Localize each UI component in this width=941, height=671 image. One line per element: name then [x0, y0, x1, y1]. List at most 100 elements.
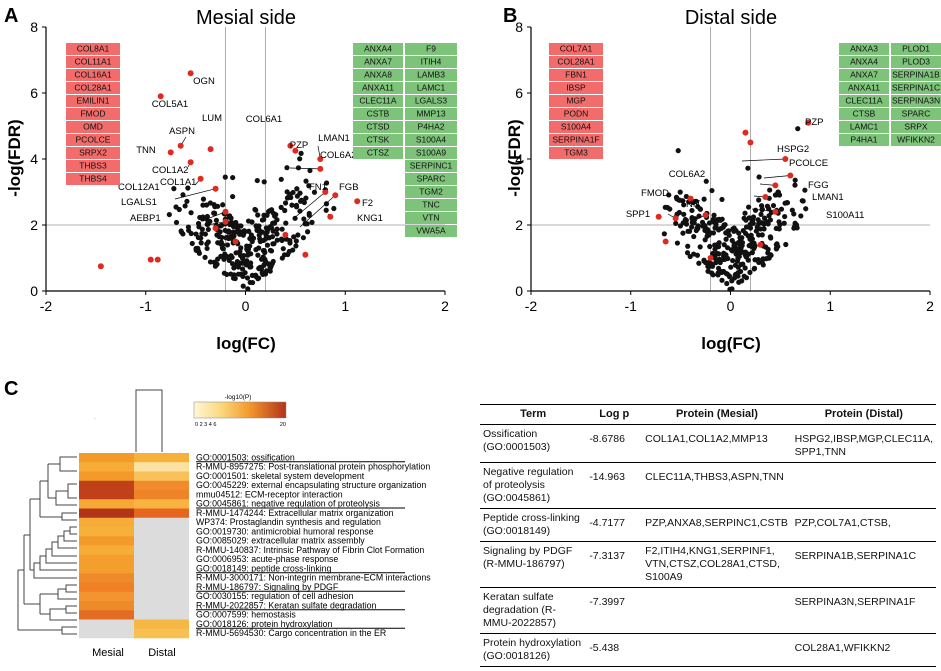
nonsig-point	[740, 249, 746, 255]
sig-point	[772, 208, 779, 215]
gene-box-label: LAMC1	[850, 122, 879, 132]
nonsig-point	[726, 228, 732, 234]
table-row: Keratan sulfate degradation (R-MMU-20228…	[480, 587, 936, 634]
nonsig-point	[257, 238, 263, 245]
nonsig-point	[740, 261, 746, 267]
nonsig-point	[294, 186, 300, 192]
y-tick-label: 4	[30, 151, 38, 167]
y-tick-label: 0	[515, 283, 523, 299]
x-tick-label: 0	[242, 298, 250, 314]
sig-point	[292, 147, 299, 154]
gene-box	[66, 134, 120, 146]
column-dendrogram	[135, 389, 163, 452]
scale-max: 20	[280, 422, 286, 428]
nonsig-point	[800, 198, 806, 204]
y-tick-label: 2	[515, 217, 523, 233]
gene-box	[66, 82, 120, 94]
nonsig-point	[200, 196, 207, 202]
nonsig-point	[249, 238, 255, 245]
leader-line	[741, 158, 786, 162]
nonsig-point	[255, 252, 261, 258]
nonsig-point	[279, 226, 285, 232]
nonsig-point	[802, 187, 808, 193]
nonsig-point	[205, 226, 211, 233]
nonsig-point	[182, 203, 188, 209]
nonsig-point	[305, 229, 311, 235]
nonsig-point	[766, 255, 772, 261]
protein-mesial-cell	[642, 633, 792, 667]
nonsig-point	[726, 274, 733, 280]
gene-box-label: EMILIN1	[76, 96, 109, 106]
nonsig-point	[713, 260, 719, 266]
gene-box	[839, 108, 889, 120]
heatmap-cell	[79, 591, 134, 602]
nonsig-point	[723, 270, 729, 277]
gene-box-label: TGM3	[564, 148, 588, 158]
gene-box-label: SERPINA1B	[892, 70, 940, 80]
small-mark: ·	[94, 416, 96, 422]
nonsig-point	[757, 220, 763, 226]
heatmap-cell	[79, 527, 134, 537]
heatmap-row-label: R-MMU-140837: Intrinsic Pathway of Fibri…	[196, 545, 424, 555]
nonsig-point	[789, 207, 795, 213]
heatmap-row-label: GO:0007599: hemostasis	[196, 610, 296, 620]
point-label: KNG1	[357, 213, 383, 224]
point-label: COL12A1	[118, 182, 160, 193]
heatmap-row-label: GO:0045229: external encapsulating struc…	[196, 480, 426, 490]
x-tick-label: 1	[341, 298, 349, 314]
nonsig-point	[681, 211, 687, 217]
heatmap-cell	[134, 508, 189, 519]
nonsig-point	[307, 167, 313, 174]
gene-box	[839, 82, 889, 94]
heatmap-cell	[134, 628, 189, 639]
leader-line	[299, 195, 336, 228]
term-cell: Protein hydroxylation (GO:0018126)	[480, 633, 587, 667]
nonsig-point	[237, 248, 243, 255]
gene-box	[405, 56, 457, 68]
nonsig-point	[269, 234, 276, 240]
nonsig-point	[767, 217, 774, 223]
term-cell: Ossification (GO:0001503)	[480, 424, 587, 463]
sig-point	[177, 142, 184, 149]
x-tick-label: 0	[727, 298, 735, 314]
nonsig-point	[782, 213, 788, 220]
point-label: LUM	[202, 113, 222, 124]
gene-box	[405, 199, 457, 211]
protein-distal-cell: COL28A1,WFIKKN2	[791, 633, 936, 667]
nonsig-point	[239, 266, 246, 272]
nonsig-point	[297, 190, 303, 196]
nonsig-point	[202, 254, 208, 260]
nonsig-point	[710, 219, 716, 225]
gene-box-label: ITIH4	[421, 57, 442, 67]
gene-box	[891, 108, 941, 120]
nonsig-point	[674, 196, 680, 202]
nonsig-point	[735, 264, 741, 270]
nonsig-point	[719, 196, 725, 203]
nonsig-point	[198, 240, 204, 246]
nonsig-point	[751, 240, 757, 246]
gene-box-label: SPARC	[417, 174, 446, 184]
gene-box-label: COL16A1	[74, 70, 112, 80]
gene-box-label: TGM2	[419, 187, 443, 197]
gene-box	[353, 95, 403, 107]
heatmap-cell	[79, 480, 134, 491]
logp-cell: -8.6786	[586, 424, 643, 463]
heatmap-row-label: R-MMU-1474244: Extracellular matrix orga…	[196, 508, 394, 518]
nonsig-point	[241, 228, 247, 234]
gene-box-label: SRPX	[904, 122, 927, 132]
x-tick-label: 1	[826, 298, 834, 314]
gene-box	[353, 82, 403, 94]
color-scale-bar	[193, 401, 287, 419]
heatmap-cell	[134, 573, 189, 583]
leader-line	[292, 191, 326, 220]
heatmap-cell	[134, 619, 189, 630]
nonsig-point	[264, 229, 270, 235]
point-label: COL6A2	[669, 169, 705, 180]
point-label: LMAN1	[318, 133, 350, 144]
nonsig-point	[738, 268, 744, 275]
nonsig-point	[228, 271, 234, 277]
point-label: TNN	[136, 145, 156, 156]
nonsig-point	[770, 202, 777, 209]
point-label: PZP	[290, 140, 308, 151]
leader-line	[206, 221, 226, 226]
